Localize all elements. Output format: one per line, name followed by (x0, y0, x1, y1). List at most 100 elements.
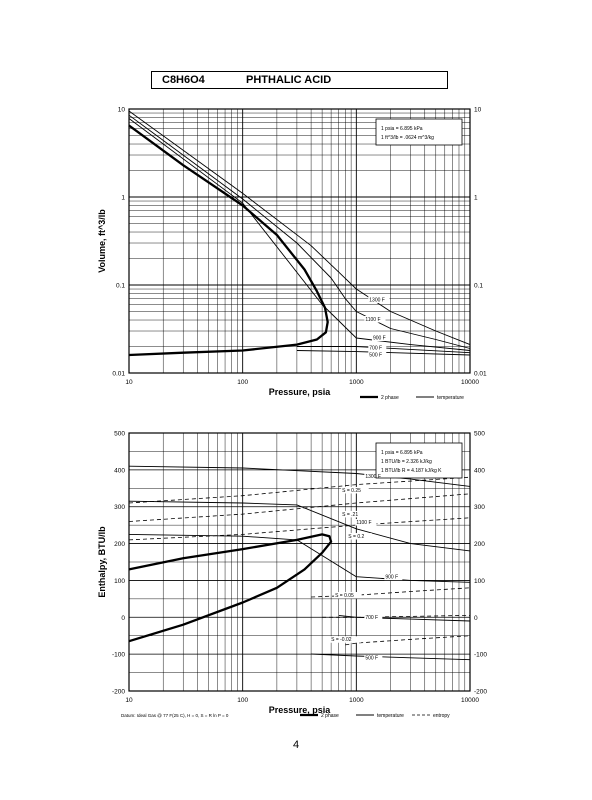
annotation-bg (341, 510, 366, 518)
annotation-bg (355, 519, 377, 526)
curve-label: 1100 F (365, 317, 380, 323)
annotation-bg (371, 334, 390, 342)
curve-label: 900 F (385, 575, 398, 581)
conversion-box (375, 118, 463, 146)
series-700-f (338, 614, 471, 622)
annotation-bg (330, 636, 361, 643)
annotation-bg (368, 344, 387, 351)
y-tick-label-right: -100 (474, 652, 487, 659)
y-tick-label-left: 400 (114, 467, 125, 474)
series-s-0-05 (311, 587, 471, 598)
annotation-bg (364, 654, 383, 662)
curve-label: 700 F (365, 615, 378, 621)
compound-formula: C8H6O4 (162, 74, 205, 86)
series-1100-f (128, 114, 471, 349)
y-tick-label-left: 300 (114, 504, 125, 511)
legend-label: temperature (377, 713, 404, 719)
conversion-text: 1 BTU/lb = 2.326 kJ/kg (381, 459, 432, 465)
x-tick-label: 10000 (461, 697, 479, 704)
series-1300-f (128, 110, 471, 346)
y-tick-label-left: 100 (114, 578, 125, 585)
curve-label: 900 F (373, 336, 386, 342)
y-tick-label-right: 0.1 (474, 283, 483, 290)
curve-label: S = 0.25 (342, 488, 361, 494)
y-tick-label-right: 200 (474, 541, 485, 548)
annotation-bg (384, 573, 403, 581)
page-number: 4 (292, 739, 300, 751)
series-2-phase (128, 124, 329, 357)
x-tick-label: 10 (125, 697, 133, 704)
curve-label: 500 F (365, 656, 378, 662)
y-tick-label-right: 300 (474, 504, 485, 511)
annotation-bg (364, 472, 386, 480)
y-tick-label-right: 10 (474, 107, 482, 114)
series-s-0-2 (128, 517, 471, 541)
y-tick-label-left: 500 (114, 431, 125, 438)
x-tick-label: 1000 (349, 379, 364, 386)
conversion-text: 1 psia = 6.895 kPa (381, 126, 423, 132)
y-tick-label-right: 0.01 (474, 371, 487, 378)
x-axis-title: Pressure, psia (269, 705, 332, 715)
conversion-box (375, 442, 463, 479)
x-axis-title: Pressure, psia (269, 387, 332, 397)
y-tick-label-left: 200 (114, 541, 125, 548)
legend-label: temperature (437, 395, 464, 401)
conversion-text: 1 psia = 6.895 kPa (381, 450, 423, 456)
y-tick-label-left: 0 (121, 615, 125, 622)
y-tick-label-left: -200 (112, 689, 125, 696)
series-900-f (128, 118, 471, 351)
y-tick-label-left: 0.1 (116, 283, 125, 290)
curve-label: S = 0.2 (348, 534, 364, 540)
series-500-f (311, 653, 471, 661)
x-tick-label: 1000 (349, 697, 364, 704)
conversion-text: 1 ft^3/lb = .0624 m^3/kg (381, 135, 434, 141)
curve-label: 1300 F (365, 474, 381, 480)
chart-title-box: C8H6O4 PHTHALIC ACID (151, 71, 448, 89)
legend-label: entropy (433, 713, 450, 719)
y-tick-label-right: -200 (474, 689, 487, 696)
curve-label: S = .21 (342, 512, 358, 518)
y-axis-title: Volume, ft^3/lb (97, 209, 107, 273)
curve-label: 700 F (369, 345, 382, 351)
series-500-f (296, 350, 471, 356)
conversion-text: 1 BTU/lb R = 4.187 kJ/kg K (381, 468, 442, 474)
annotation-bg (347, 533, 372, 540)
y-tick-label-right: 100 (474, 578, 485, 585)
y-tick-label-left: -100 (112, 652, 125, 659)
series-s-0-1 (128, 493, 471, 522)
annotation-bg (368, 351, 387, 358)
series-700-f (296, 346, 471, 354)
series-1100-f (128, 500, 471, 552)
y-tick-label-right: 0 (474, 615, 478, 622)
annotation-bg (364, 315, 386, 323)
chart-2 (128, 432, 471, 717)
annotation-bg (334, 592, 362, 599)
legend-label: 2 phase (321, 713, 339, 719)
series-s-0-25 (128, 476, 471, 504)
curve-label: 1300 F (369, 297, 385, 303)
chart-1 (128, 108, 471, 399)
series-1300-f (128, 465, 471, 487)
datum-note: Datum: Ideal Gas @ 77 F(25 C), H = 0, S … (121, 713, 229, 718)
y-tick-label-left: 0.01 (112, 371, 125, 378)
y-tick-label-right: 500 (474, 431, 485, 438)
y-tick-label-left: 10 (118, 107, 126, 114)
x-tick-label: 10 (125, 379, 133, 386)
curve-label: 1100 F (356, 520, 371, 526)
x-tick-label: 10000 (461, 379, 479, 386)
curve-label: S = -0.02 (331, 637, 352, 643)
y-tick-label-left: 1 (121, 195, 125, 202)
y-tick-label-right: 400 (474, 467, 485, 474)
curve-label: 500 F (369, 352, 382, 358)
annotation-bg (341, 486, 369, 494)
x-tick-label: 100 (237, 697, 248, 704)
series-2-phase (128, 533, 333, 643)
legend-label: 2 phase (381, 395, 399, 401)
y-tick-label-right: 1 (474, 195, 478, 202)
curve-label: S = 0.05 (335, 593, 354, 599)
series-s-0-02 (345, 635, 471, 646)
series-900-f (128, 533, 471, 583)
annotation-bg (364, 614, 383, 621)
compound-name: PHTHALIC ACID (246, 74, 332, 86)
